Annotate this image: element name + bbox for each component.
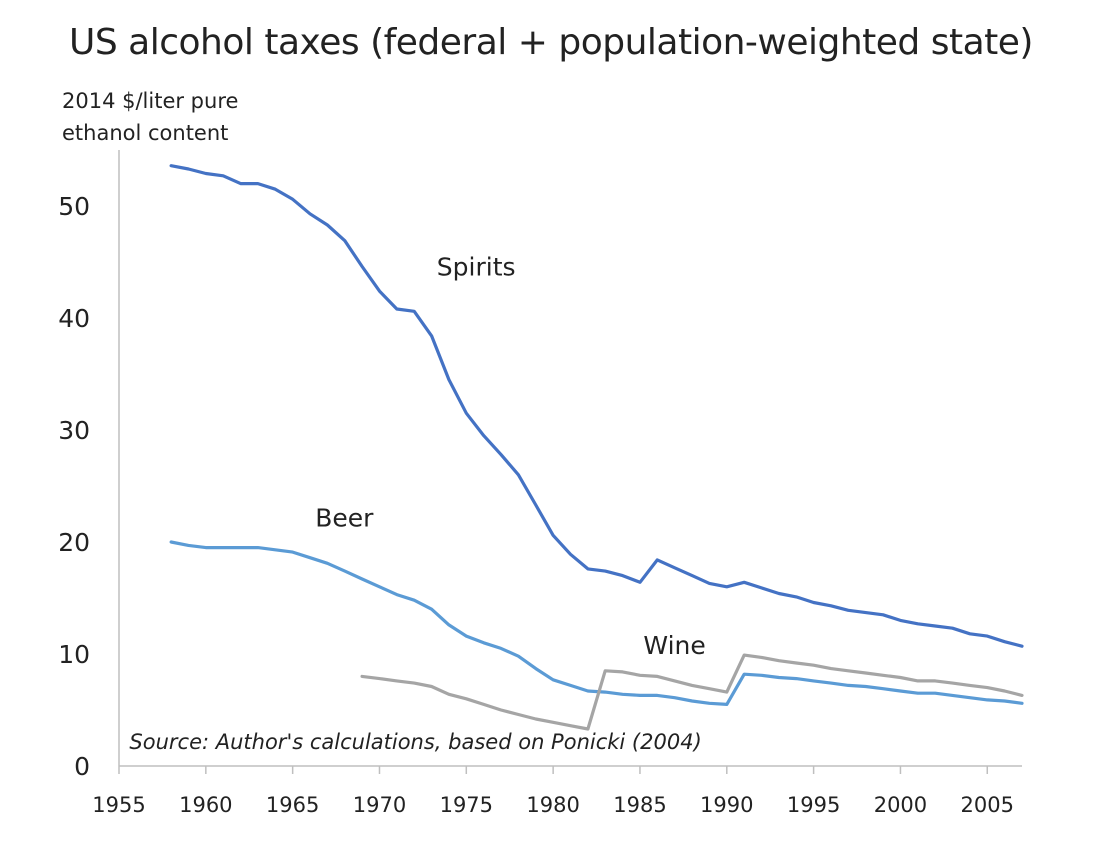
- series-group: [169, 164, 1024, 731]
- x-tick-label: 1965: [266, 793, 319, 817]
- x-tick-label: 2005: [961, 793, 1014, 817]
- chart-title: US alcohol taxes (federal + population-w…: [69, 22, 1033, 63]
- x-tick-label: 1995: [787, 793, 840, 817]
- y-tick-label: 30: [58, 416, 90, 445]
- series-label-spirits: Spirits: [437, 252, 516, 281]
- x-tick-label: 1960: [179, 793, 232, 817]
- x-tick-label: 2000: [874, 793, 927, 817]
- source-annotation: Source: Author's calculations, based on …: [129, 730, 701, 754]
- y-axis-label: 2014 $/liter pure ethanol content: [62, 89, 239, 145]
- x-tick-label: 1985: [613, 793, 666, 817]
- series-labels: Spirits Beer Wine: [315, 252, 706, 660]
- x-tick-label: 1980: [526, 793, 579, 817]
- y-tick-label: 20: [58, 528, 90, 557]
- series-label-beer: Beer: [315, 503, 374, 532]
- x-tick-label: 1970: [353, 793, 406, 817]
- series-line-wine: [360, 653, 1024, 731]
- x-tick-label: 1990: [700, 793, 753, 817]
- y-tick-label: 40: [58, 304, 90, 333]
- y-tick-label: 0: [74, 752, 90, 781]
- y-tick-label: 50: [58, 192, 90, 221]
- x-tick-label: 1955: [92, 793, 145, 817]
- series-line-spirits: [169, 164, 1024, 648]
- y-tick-label: 10: [58, 640, 90, 669]
- series-line-beer: [169, 540, 1024, 707]
- x-tick-label: 1975: [440, 793, 493, 817]
- series-label-wine: Wine: [643, 631, 705, 660]
- axes: 0 10 20 30 40 50 1955 1960 1965 1970 1975 1980 1985 1…: [58, 150, 1022, 817]
